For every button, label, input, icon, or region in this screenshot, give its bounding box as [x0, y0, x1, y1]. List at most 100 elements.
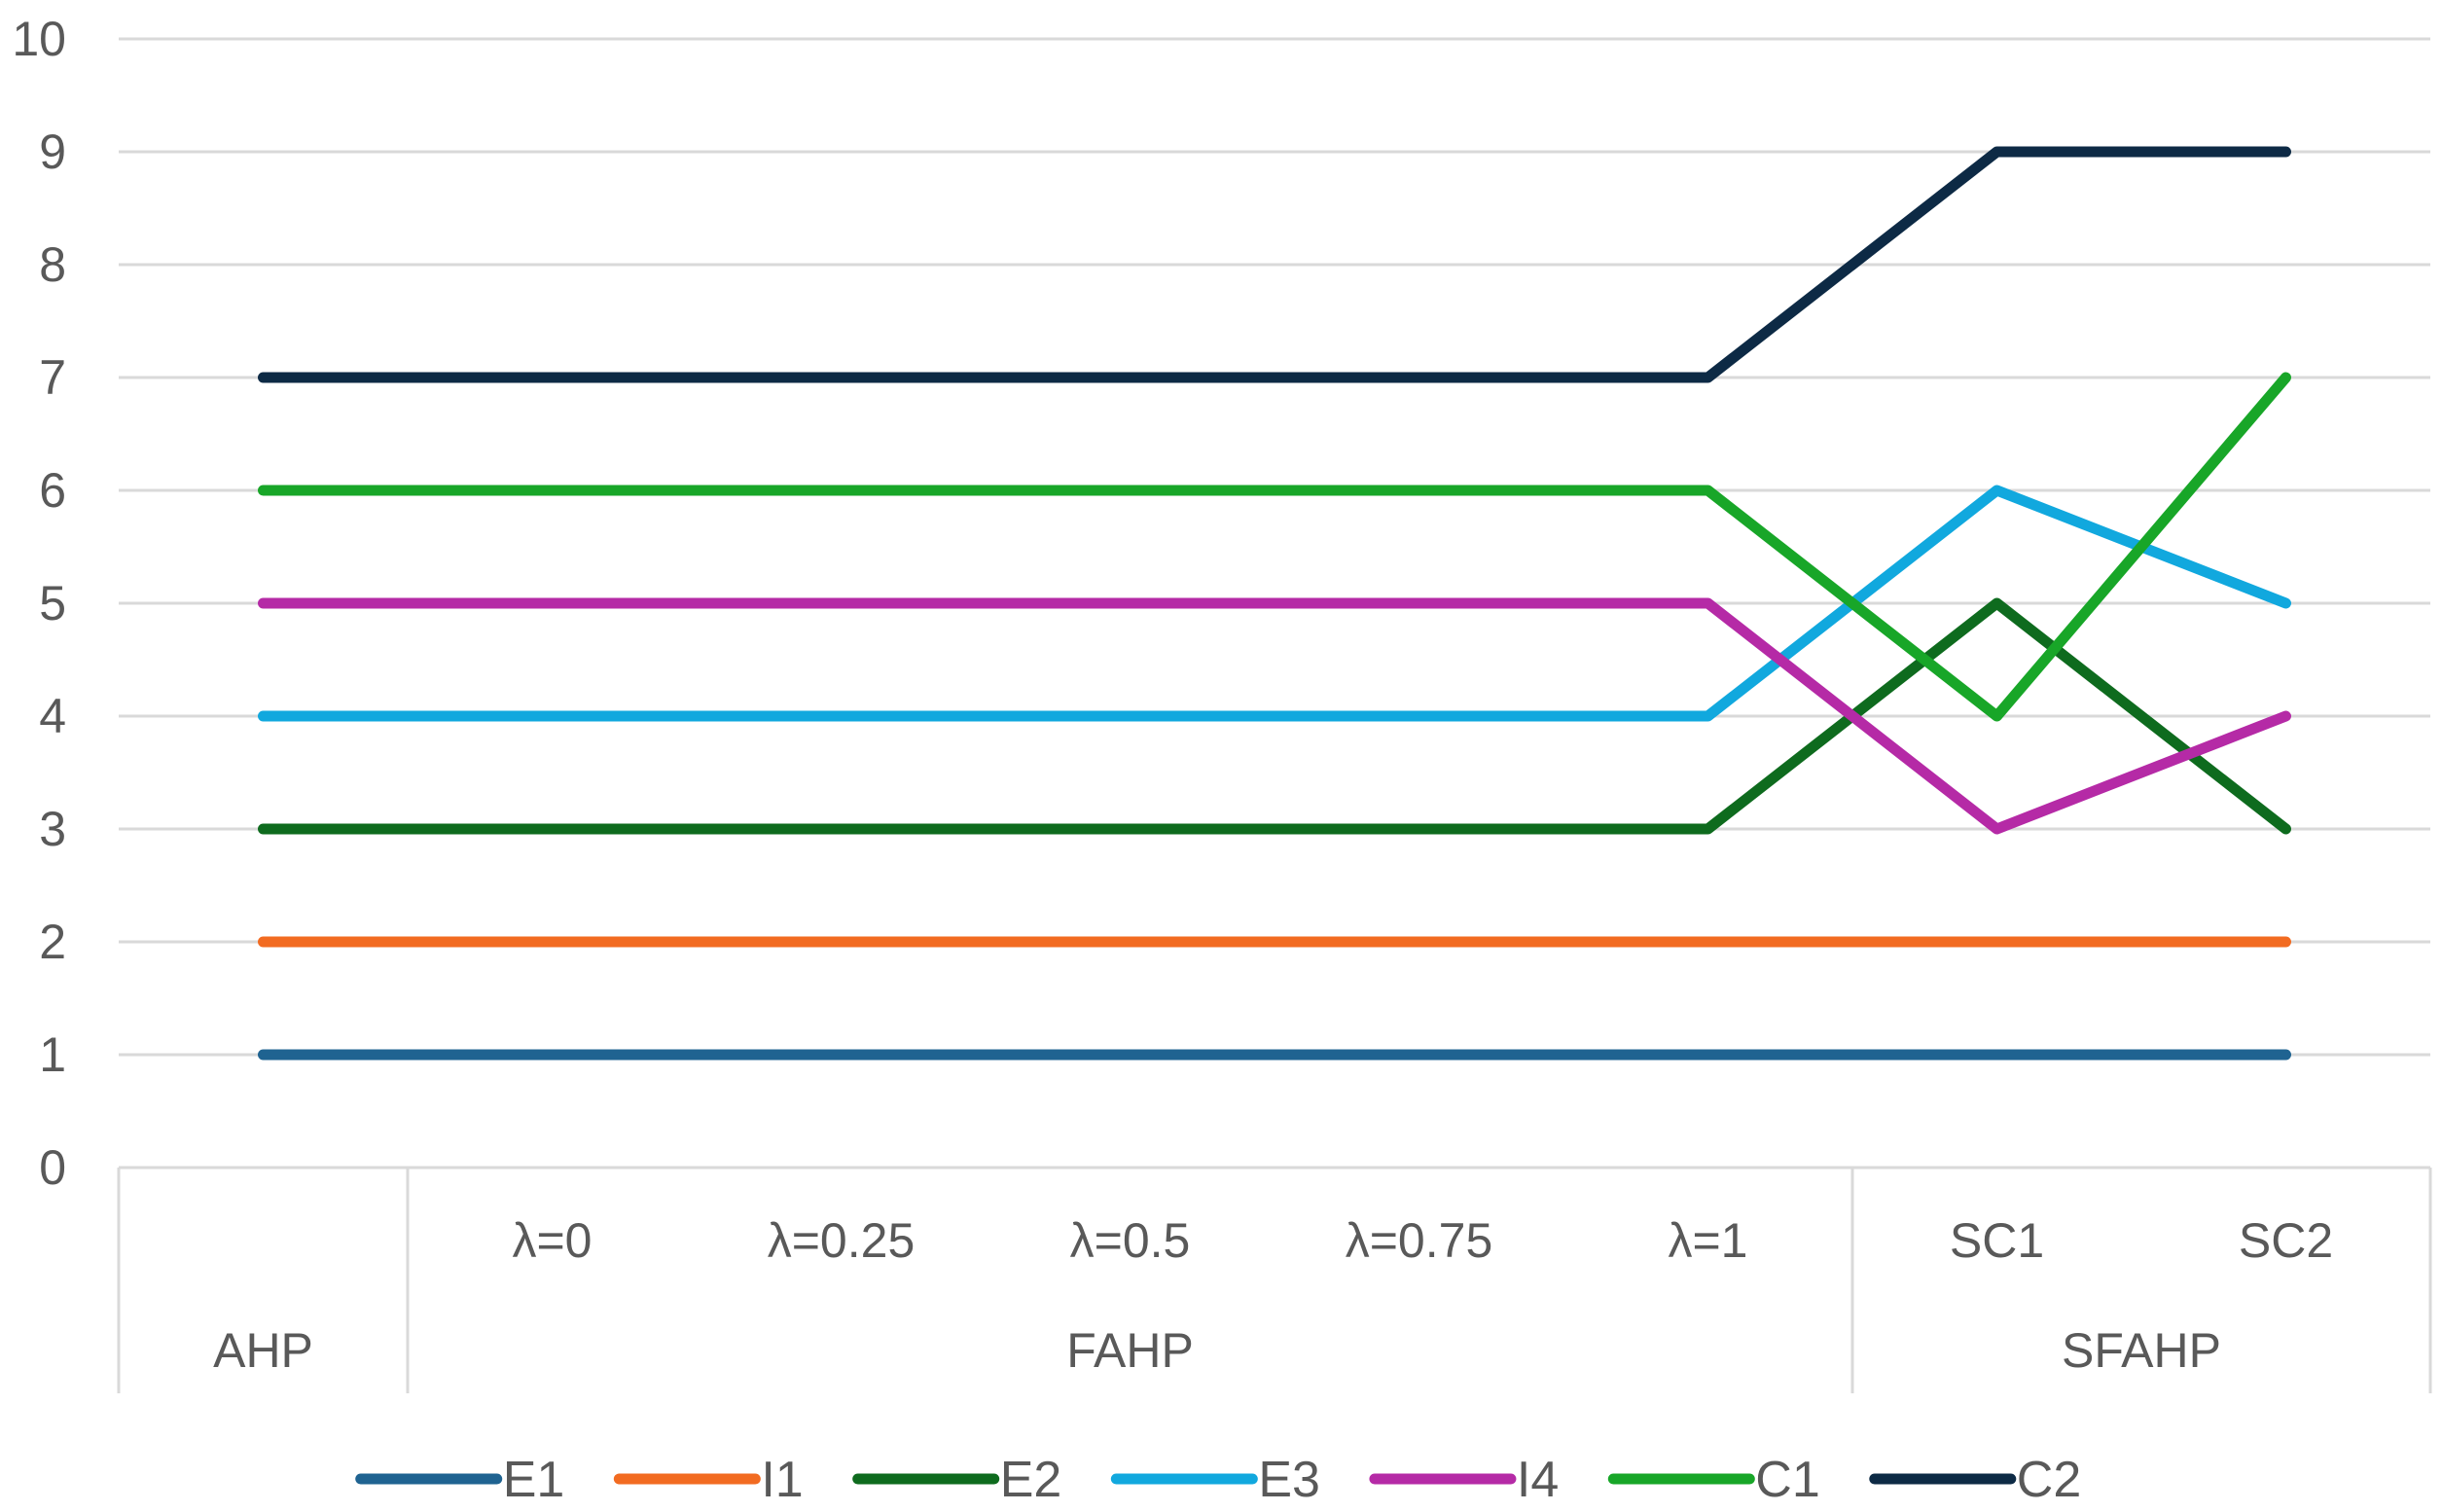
data-point-e3 [263, 715, 265, 717]
legend-label: I4 [1517, 1452, 1559, 1507]
series-lines [258, 146, 2291, 1061]
data-point-c1 [841, 489, 843, 491]
data-point-i4 [552, 602, 554, 604]
y-tick-label: 9 [39, 125, 66, 179]
data-point-c2 [552, 377, 554, 378]
series-line-c1 [258, 372, 2291, 722]
data-point-c1 [1419, 489, 1420, 491]
y-tick-label: 2 [39, 915, 66, 969]
y-tick-label: 7 [39, 350, 66, 405]
x-tick-label: SC2 [2239, 1213, 2333, 1268]
data-point-e1 [552, 1054, 554, 1056]
data-point-e1 [1419, 1054, 1420, 1056]
data-point-i4 [1996, 828, 1998, 830]
x-tick-label: λ=0.5 [1070, 1213, 1191, 1268]
data-point-i1 [552, 941, 554, 943]
data-point-e3 [1419, 715, 1420, 717]
data-point-c2 [2285, 151, 2287, 153]
data-point-c1 [552, 489, 554, 491]
y-tick-label: 3 [39, 802, 66, 856]
legend-item: C1 [1607, 1452, 1820, 1508]
data-point-e1 [1707, 1054, 1709, 1056]
data-point-e2 [2285, 828, 2287, 830]
data-point-e2 [1419, 828, 1420, 830]
data-point-i4 [263, 602, 265, 604]
data-point-e1 [263, 1054, 265, 1056]
data-point-e1 [2285, 1054, 2287, 1056]
series-line-c2 [258, 146, 2291, 383]
data-point-i1 [263, 941, 265, 943]
data-point-c2 [263, 377, 265, 378]
data-point-c1 [2285, 377, 2287, 378]
data-point-e3 [1130, 715, 1131, 717]
y-tick-label: 5 [39, 576, 66, 630]
data-point-i1 [1996, 941, 1998, 943]
data-point-e2 [1130, 828, 1131, 830]
data-point-e1 [1996, 1054, 1998, 1056]
data-point-c1 [1130, 489, 1131, 491]
y-tick-label: 0 [39, 1140, 66, 1195]
y-tick-label: 4 [39, 689, 66, 743]
data-point-e1 [841, 1054, 843, 1056]
data-point-i4 [1419, 602, 1420, 604]
data-point-i4 [841, 602, 843, 604]
data-point-c2 [1419, 377, 1420, 378]
data-point-i4 [1707, 602, 1709, 604]
legend-item: E1 [355, 1452, 565, 1508]
legend-label: I1 [761, 1452, 803, 1507]
x-group-label: FAHP [1066, 1323, 1194, 1378]
data-point-c1 [1707, 489, 1709, 491]
legend-item: E3 [1110, 1452, 1320, 1508]
y-tick-label: 10 [12, 12, 66, 66]
series-line-i4 [258, 597, 2291, 835]
x-tick-label: λ=0.25 [768, 1213, 916, 1268]
data-point-e2 [263, 828, 265, 830]
legend-item: I4 [1369, 1452, 1559, 1508]
legend-item: C2 [1869, 1452, 2081, 1508]
x-axis: λ=0 λ=0.25 λ=0.5 λ=0.75 λ=1 SC1 SC2 AHP FAHP SFAH… [117, 1168, 2432, 1393]
legend-label: E1 [503, 1452, 565, 1507]
data-point-i1 [1707, 941, 1709, 943]
data-point-i4 [2285, 715, 2287, 717]
legend-item: E2 [852, 1452, 1062, 1508]
data-point-i1 [1130, 941, 1131, 943]
x-tick-label: λ=0 [512, 1213, 592, 1268]
series-line-e3 [258, 485, 2291, 722]
y-tick-label: 6 [39, 463, 66, 518]
y-tick-label: 8 [39, 237, 66, 292]
legend: E1 I1 E2 E3 I4 C1 C2 [355, 1452, 2081, 1508]
data-point-e3 [841, 715, 843, 717]
data-point-e2 [841, 828, 843, 830]
legend-item: I1 [613, 1452, 804, 1508]
data-point-c2 [841, 377, 843, 378]
x-group-label: SFAHP [2062, 1323, 2221, 1378]
x-tick-label: λ=0.75 [1346, 1213, 1493, 1268]
data-point-e2 [1996, 602, 1998, 604]
data-point-i1 [1419, 941, 1420, 943]
data-point-i1 [841, 941, 843, 943]
data-point-e3 [2285, 602, 2287, 604]
series-line-e2 [258, 597, 2291, 835]
data-point-e3 [1707, 715, 1709, 717]
data-point-e3 [552, 715, 554, 717]
data-point-e3 [1996, 489, 1998, 491]
x-tick-label: λ=1 [1668, 1213, 1747, 1268]
data-point-c2 [1996, 151, 1998, 153]
y-tick-label: 1 [39, 1027, 66, 1082]
data-point-i1 [2285, 941, 2287, 943]
x-group-label: AHP [213, 1323, 313, 1378]
data-point-e1 [1130, 1054, 1131, 1056]
data-point-c2 [1707, 377, 1709, 378]
legend-label: C1 [1755, 1452, 1819, 1507]
legend-label: E2 [1000, 1452, 1062, 1507]
data-point-c1 [263, 489, 265, 491]
data-point-e2 [1707, 828, 1709, 830]
legend-label: E3 [1258, 1452, 1320, 1507]
x-tick-label: SC1 [1950, 1213, 2044, 1268]
data-point-i4 [1130, 602, 1131, 604]
y-axis-ticks: 0 1 2 3 4 5 6 7 8 9 10 [12, 12, 66, 1195]
data-point-e2 [552, 828, 554, 830]
data-point-c2 [1130, 377, 1131, 378]
